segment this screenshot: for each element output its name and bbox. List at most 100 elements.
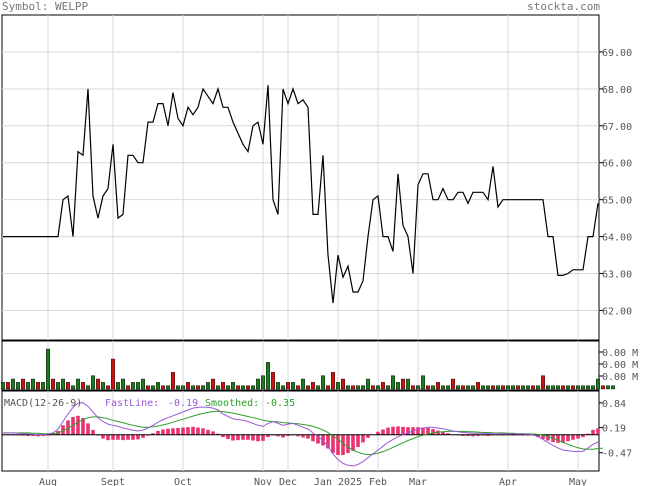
macd-histogram-bar — [381, 429, 385, 435]
volume-bar — [101, 382, 105, 390]
macd-histogram-bar — [541, 434, 545, 439]
macd-histogram-bar — [416, 427, 420, 435]
macd-histogram-bar — [41, 434, 45, 436]
volume-bar — [426, 385, 430, 390]
volume-bar — [321, 375, 325, 390]
macd-histogram-bar — [186, 427, 190, 435]
price-series-line — [3, 85, 599, 304]
volume-bar — [241, 385, 245, 390]
volume-bar — [96, 378, 100, 390]
x-tick-label: Feb — [369, 477, 387, 486]
volume-bar — [371, 385, 375, 390]
volume-panel — [1, 340, 600, 391]
volume-bar — [161, 385, 165, 390]
volume-bar — [271, 372, 275, 390]
macd-histogram-bar — [426, 427, 430, 435]
price-tick-label: 64.00 — [602, 233, 632, 244]
volume-bar — [306, 385, 310, 390]
price-tick-label: 65.00 — [602, 196, 632, 207]
x-tick-label: Sept — [101, 477, 125, 486]
macd-histogram-bar — [561, 434, 565, 443]
site-name: stockta.com — [527, 0, 600, 13]
volume-bar — [561, 385, 565, 390]
volume-bar — [216, 385, 220, 390]
macd-histogram-bar — [231, 434, 235, 441]
volume-bar — [236, 385, 240, 390]
volume-bar — [391, 375, 395, 390]
macd-histogram-bar — [346, 434, 350, 454]
volume-bar — [171, 372, 175, 390]
volume-bar — [546, 385, 550, 390]
volume-bar — [71, 385, 75, 390]
macd-histogram-bar — [81, 418, 85, 435]
macd-histogram-bar — [161, 429, 165, 435]
macd-histogram-bar — [286, 434, 290, 436]
macd-histogram-bar — [131, 434, 135, 440]
macd-histogram-bar — [576, 434, 580, 439]
volume-bar — [566, 385, 570, 390]
macd-panel — [1, 390, 600, 472]
macd-histogram-bar — [196, 427, 200, 435]
volume-bar — [146, 385, 150, 390]
volume-bar — [296, 385, 300, 390]
volume-bar — [481, 385, 485, 390]
volume-bar — [156, 382, 160, 390]
symbol-label: Symbol: WELPP — [2, 0, 89, 13]
volume-tick-label: 0.00 M — [602, 360, 638, 371]
price-tick-label: 62.00 — [602, 306, 632, 317]
macd-smoothed-line — [3, 410, 604, 456]
volume-bar — [536, 385, 540, 390]
volume-bar — [16, 382, 20, 390]
macd-histogram-bar — [471, 434, 475, 437]
macd-histogram-bar — [341, 434, 345, 455]
price-tick-label: 68.00 — [602, 85, 632, 96]
volume-bar — [201, 385, 205, 390]
macd-histogram-bar — [171, 428, 175, 435]
macd-histogram-bar — [461, 434, 465, 436]
volume-bar — [361, 385, 365, 390]
volume-bar — [316, 385, 320, 390]
volume-bar — [66, 382, 70, 390]
volume-bar — [151, 385, 155, 390]
macd-histogram-bar — [571, 434, 575, 440]
volume-bar — [376, 385, 380, 390]
x-tick-label: Aug — [39, 477, 57, 486]
macd-histogram-bar — [446, 433, 450, 435]
volume-bar — [416, 385, 420, 390]
volume-bar — [446, 385, 450, 390]
macd-histogram-bar — [556, 434, 560, 443]
macd-fast-line — [3, 402, 599, 467]
macd-histogram-bar — [301, 434, 305, 438]
macd-histogram-bar — [331, 434, 335, 454]
volume-bar — [341, 378, 345, 390]
macd-histogram-bar — [176, 427, 180, 435]
macd-histogram-bar — [361, 434, 365, 443]
volume-bar — [406, 378, 410, 390]
volume-bar — [116, 382, 120, 390]
volume-bar — [166, 385, 170, 390]
macd-histogram-bar — [151, 433, 155, 435]
macd-histogram-bar — [111, 434, 115, 440]
x-tick-label: Mar — [409, 477, 427, 486]
volume-bar — [231, 382, 235, 390]
macd-histogram-bar — [476, 434, 480, 436]
volume-bar — [76, 378, 80, 390]
volume-bar — [511, 385, 515, 390]
macd-histogram-bar — [166, 428, 170, 435]
x-tick-label: Oct — [174, 477, 192, 486]
x-tick-label: Jan 2025 — [314, 477, 362, 486]
price-tick-label: 67.00 — [602, 122, 632, 133]
volume-bar — [471, 385, 475, 390]
macd-histogram-bar — [486, 434, 490, 436]
volume-bar — [11, 378, 15, 390]
macd-histogram-bar — [546, 434, 550, 441]
volume-bar — [81, 382, 85, 390]
x-tick-label: Dec — [279, 477, 297, 486]
volume-bar — [21, 378, 25, 390]
macd-histogram-bar — [256, 434, 260, 442]
macd-histogram-bar — [296, 434, 300, 437]
macd-histogram-bar — [596, 428, 600, 435]
macd-histogram-bar — [106, 434, 110, 441]
volume-bar — [556, 385, 560, 390]
